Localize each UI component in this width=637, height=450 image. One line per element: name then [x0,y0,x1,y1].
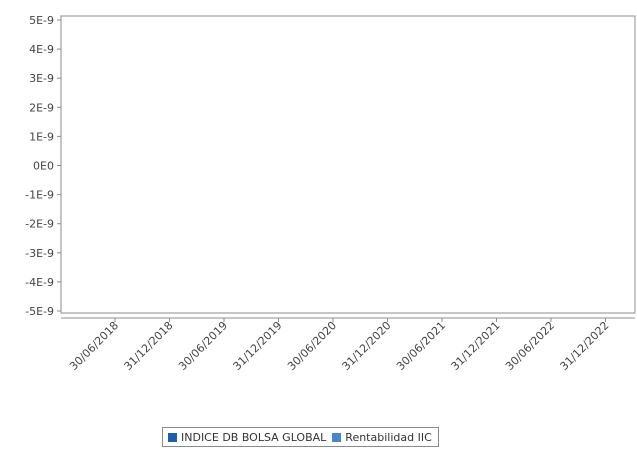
x-tick-label: 31/12/2021 [449,319,503,373]
legend-item-rentabilidad[interactable]: Rentabilidad IIC [332,430,432,444]
x-tick-label: 30/06/2019 [176,319,230,373]
x-tick-label: 30/06/2018 [67,319,121,373]
y-tick-label: -4E-9 [25,276,54,289]
legend-swatch-rentabilidad [332,432,342,442]
y-tick-label: -5E-9 [25,305,54,318]
y-tick-label: 5E-9 [29,14,54,27]
x-tick-label: 30/06/2020 [285,319,339,373]
x-axis: 30/06/2018 31/12/2018 30/06/2019 31/12/2019… [67,318,612,373]
legend-swatch-indice [168,432,177,442]
x-tick-label: 31/12/2022 [558,319,612,373]
x-tick-label: 31/12/2020 [340,319,394,373]
y-tick-label: 0E0 [33,160,54,173]
legend-item-indice[interactable]: INDICE DB BOLSA GLOBAL [168,431,326,444]
x-tick-label: 30/06/2021 [394,319,448,373]
x-tick-label: 31/12/2019 [231,319,285,373]
y-tick-label: 3E-9 [29,72,54,85]
legend: INDICE DB BOLSA GLOBAL Rentabilidad IIC [162,427,439,447]
y-tick-label: 4E-9 [29,43,54,56]
y-tick-label: 1E-9 [29,130,54,143]
plot-area [60,15,636,314]
x-tick-label: 30/06/2022 [503,319,557,373]
legend-label-indice: INDICE DB BOLSA GLOBAL [181,430,327,444]
x-tick-label: 31/12/2018 [122,319,176,373]
y-tick-label: -2E-9 [25,218,54,231]
legend-label-rentabilidad: Rentabilidad IIC [345,430,432,444]
y-tick-label: -3E-9 [25,247,54,260]
y-axis: 5E-9 4E-9 3E-9 2E-9 1E-9 0E0 -1E-9 -2E-9 -3E-9 -4… [25,14,61,318]
y-tick-label: -1E-9 [25,189,54,202]
y-tick-label: 2E-9 [29,101,54,114]
